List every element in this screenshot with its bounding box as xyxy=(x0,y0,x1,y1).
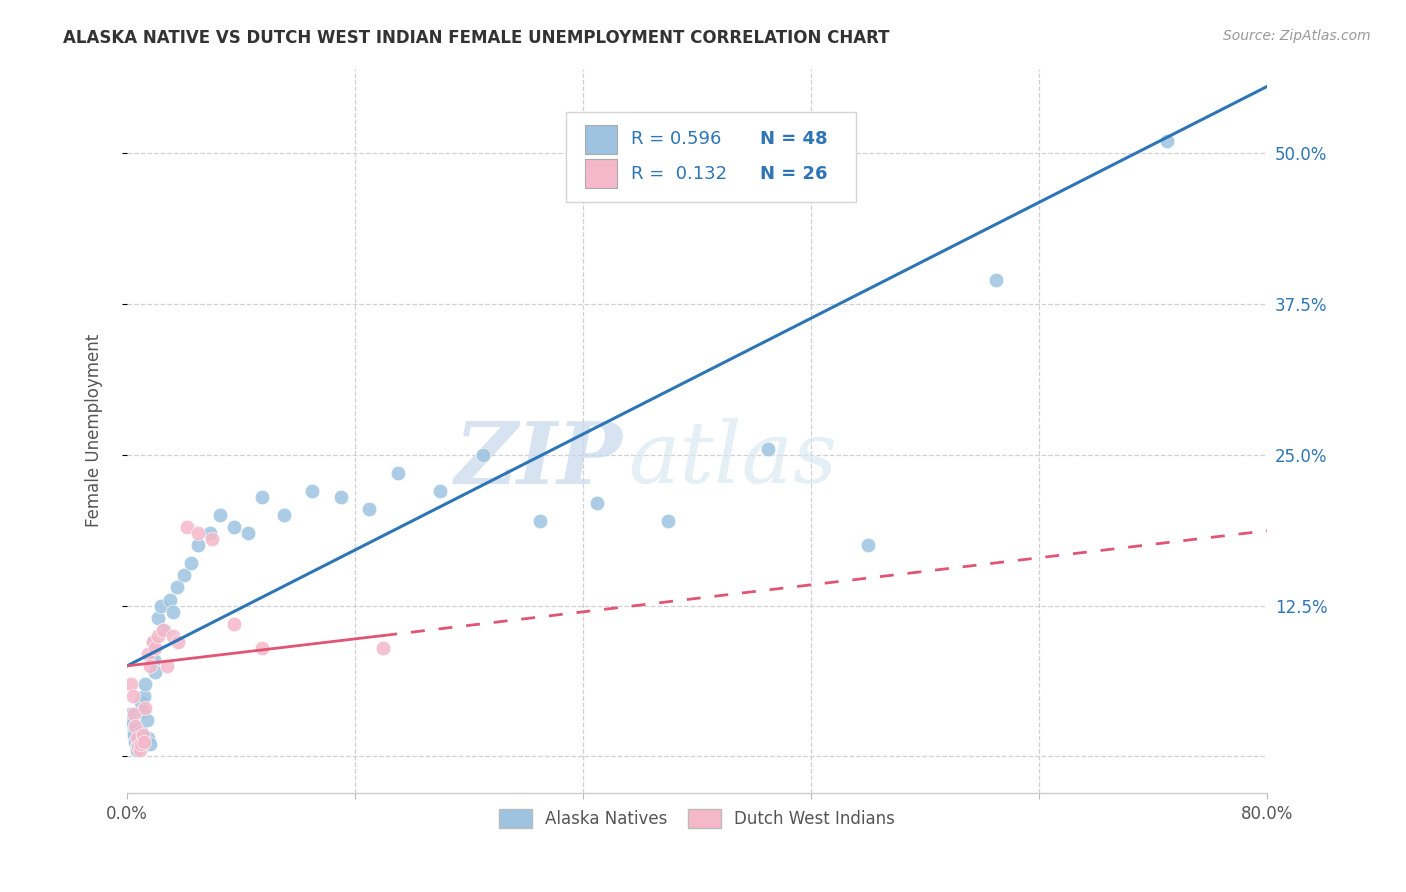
Point xyxy=(135,713,157,727)
Point xyxy=(122,723,145,737)
Point xyxy=(984,273,1007,287)
Point xyxy=(129,738,152,752)
Point xyxy=(856,538,879,552)
Point xyxy=(1156,134,1178,148)
Point xyxy=(132,735,155,749)
Point xyxy=(124,735,146,749)
Point xyxy=(138,659,160,673)
Legend: Alaska Natives, Dutch West Indians: Alaska Natives, Dutch West Indians xyxy=(492,803,901,835)
Point xyxy=(136,647,159,661)
Point xyxy=(198,526,221,541)
Text: atlas: atlas xyxy=(628,418,838,501)
Point xyxy=(125,743,148,757)
Point xyxy=(162,629,184,643)
FancyBboxPatch shape xyxy=(565,112,856,202)
FancyBboxPatch shape xyxy=(585,125,617,154)
Point xyxy=(131,704,153,718)
Point xyxy=(128,743,150,757)
Point xyxy=(142,634,165,648)
Point xyxy=(167,634,190,648)
Point xyxy=(657,514,679,528)
Point xyxy=(252,490,274,504)
Point xyxy=(121,689,143,703)
Point xyxy=(329,490,352,504)
Text: R =  0.132: R = 0.132 xyxy=(631,164,727,183)
Point xyxy=(125,731,148,746)
Text: N = 48: N = 48 xyxy=(759,130,827,148)
Point xyxy=(124,719,146,733)
Point xyxy=(148,610,170,624)
Point xyxy=(176,520,198,534)
Point xyxy=(162,605,184,619)
Point xyxy=(529,514,551,528)
Point xyxy=(180,557,202,571)
Point xyxy=(136,731,159,746)
Point xyxy=(138,738,160,752)
Point xyxy=(153,623,176,637)
Point xyxy=(132,689,155,703)
Text: Source: ZipAtlas.com: Source: ZipAtlas.com xyxy=(1223,29,1371,43)
Point xyxy=(134,677,156,691)
Point xyxy=(145,665,167,679)
Point xyxy=(273,508,295,522)
Text: ZIP: ZIP xyxy=(456,417,623,501)
Point xyxy=(120,707,142,722)
Point xyxy=(166,581,188,595)
Point xyxy=(472,448,495,462)
Text: N = 26: N = 26 xyxy=(759,164,827,183)
FancyBboxPatch shape xyxy=(585,159,617,188)
Point xyxy=(756,442,779,456)
Point xyxy=(187,526,209,541)
Point xyxy=(387,466,409,480)
Point xyxy=(301,483,323,498)
Point xyxy=(143,653,166,667)
Point xyxy=(148,629,170,643)
Point xyxy=(129,725,152,739)
Point xyxy=(127,731,149,746)
Point xyxy=(373,640,395,655)
Point xyxy=(142,634,165,648)
Point xyxy=(429,483,451,498)
Point xyxy=(121,715,143,730)
Point xyxy=(134,701,156,715)
Point xyxy=(122,728,145,742)
Point xyxy=(359,502,381,516)
Point xyxy=(586,496,609,510)
Point xyxy=(125,739,148,754)
Point xyxy=(120,677,142,691)
Point xyxy=(222,616,245,631)
Text: ALASKA NATIVE VS DUTCH WEST INDIAN FEMALE UNEMPLOYMENT CORRELATION CHART: ALASKA NATIVE VS DUTCH WEST INDIAN FEMAL… xyxy=(63,29,890,46)
Point xyxy=(222,520,245,534)
Y-axis label: Female Unemployment: Female Unemployment xyxy=(86,334,103,527)
Point xyxy=(159,592,181,607)
Point xyxy=(152,623,174,637)
Point xyxy=(122,707,145,722)
Point xyxy=(129,695,152,709)
Point xyxy=(128,738,150,752)
Point xyxy=(127,739,149,754)
Point xyxy=(236,526,259,541)
Point xyxy=(156,659,179,673)
Point xyxy=(131,728,153,742)
Point xyxy=(201,532,224,546)
Point xyxy=(208,508,231,522)
Point xyxy=(145,640,167,655)
Point xyxy=(150,599,173,613)
Point xyxy=(173,568,195,582)
Point xyxy=(187,538,209,552)
Text: R = 0.596: R = 0.596 xyxy=(631,130,721,148)
Point xyxy=(252,640,274,655)
